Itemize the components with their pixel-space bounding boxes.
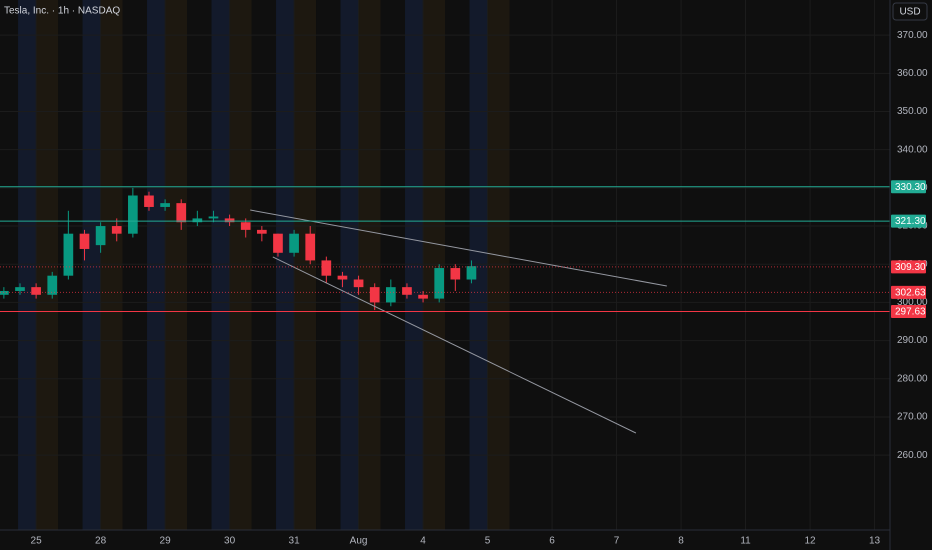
price-level-tag bbox=[891, 214, 926, 228]
y-tick-label: 340.00 bbox=[897, 144, 928, 155]
x-tick-label: 8 bbox=[678, 536, 684, 547]
price-level-tag bbox=[891, 285, 926, 299]
x-tick-label: 30 bbox=[224, 536, 236, 547]
price-level-label: 309.30 bbox=[895, 262, 926, 273]
y-tick-label: 360.00 bbox=[897, 68, 928, 79]
candle-body bbox=[321, 260, 332, 276]
price-level-label: 302.63 bbox=[895, 288, 926, 299]
candle-body bbox=[418, 294, 428, 299]
candle-body bbox=[224, 218, 235, 223]
post-market-band bbox=[100, 0, 123, 530]
y-tick-label: 300.00 bbox=[897, 297, 928, 308]
post-market-band bbox=[229, 0, 252, 530]
price-level-tag bbox=[891, 304, 926, 318]
candle-body bbox=[257, 229, 267, 234]
x-tick-label: 11 bbox=[740, 536, 751, 547]
x-tick-label: 31 bbox=[289, 536, 301, 547]
x-tick-label: 12 bbox=[804, 536, 816, 547]
price-level-label: 321.30 bbox=[895, 216, 926, 227]
currency-button[interactable] bbox=[892, 2, 928, 21]
candle-body bbox=[273, 233, 283, 253]
candle-body bbox=[402, 287, 412, 295]
candle-body bbox=[240, 222, 251, 230]
candle-body bbox=[160, 203, 170, 207]
x-tick-label: 13 bbox=[869, 536, 881, 547]
post-market-band bbox=[487, 0, 510, 530]
candle-body bbox=[31, 287, 41, 295]
candle-body bbox=[176, 203, 187, 223]
currency-label[interactable]: USD bbox=[899, 7, 920, 18]
pre-market-band bbox=[405, 0, 424, 530]
candle-body bbox=[63, 233, 74, 276]
post-market-band bbox=[358, 0, 381, 530]
pre-market-band bbox=[147, 0, 166, 530]
candle-body bbox=[337, 275, 348, 280]
x-tick-label: 29 bbox=[160, 536, 172, 547]
candle-body bbox=[466, 266, 477, 280]
post-market-band bbox=[294, 0, 317, 530]
candle-body bbox=[47, 275, 58, 295]
x-tick-label: 25 bbox=[31, 536, 43, 547]
candle-body bbox=[144, 195, 154, 207]
price-level-tag bbox=[891, 260, 926, 274]
candle-body bbox=[385, 287, 396, 303]
candle-body bbox=[95, 226, 106, 246]
y-tick-label: 260.00 bbox=[897, 450, 928, 461]
candle-body bbox=[289, 233, 299, 253]
y-tick-label: 290.00 bbox=[897, 335, 928, 346]
candle-body bbox=[15, 287, 25, 291]
candle-body bbox=[305, 233, 316, 261]
chart-title: Tesla, Inc. · 1h · NASDAQ bbox=[4, 6, 120, 17]
trend-line bbox=[272, 256, 637, 434]
pre-market-band bbox=[18, 0, 37, 530]
x-tick-label: 6 bbox=[549, 536, 555, 547]
candle-body bbox=[369, 287, 380, 303]
candle-body bbox=[0, 290, 9, 295]
x-tick-label: Aug bbox=[350, 536, 368, 547]
y-tick-label: 370.00 bbox=[897, 30, 928, 41]
x-tick-label: 5 bbox=[485, 536, 491, 547]
pre-market-band bbox=[469, 0, 488, 530]
candle-body bbox=[450, 268, 461, 280]
y-tick-label: 270.00 bbox=[897, 412, 928, 423]
x-tick-label: 7 bbox=[614, 536, 620, 547]
y-tick-label: 280.00 bbox=[897, 373, 928, 384]
price-level-label: 297.63 bbox=[895, 307, 926, 318]
price-level-tag bbox=[891, 180, 926, 194]
x-tick-label: 4 bbox=[420, 536, 426, 547]
trend-line bbox=[250, 209, 667, 287]
pre-market-band bbox=[82, 0, 101, 530]
price-level-label: 330.30 bbox=[895, 182, 926, 193]
post-market-band bbox=[165, 0, 188, 530]
post-market-band bbox=[36, 0, 59, 530]
candle-body bbox=[79, 233, 90, 249]
candle-body bbox=[208, 216, 219, 219]
candle-body bbox=[192, 218, 203, 223]
y-tick-label: 350.00 bbox=[897, 106, 928, 117]
candle-body bbox=[434, 268, 445, 299]
post-market-band bbox=[423, 0, 445, 530]
candle-body bbox=[128, 195, 138, 234]
candle-body bbox=[111, 226, 122, 234]
x-tick-label: 28 bbox=[95, 536, 107, 547]
pre-market-band bbox=[340, 0, 359, 530]
pre-market-band bbox=[276, 0, 295, 530]
pre-market-band bbox=[211, 0, 230, 530]
candle-body bbox=[353, 279, 364, 288]
